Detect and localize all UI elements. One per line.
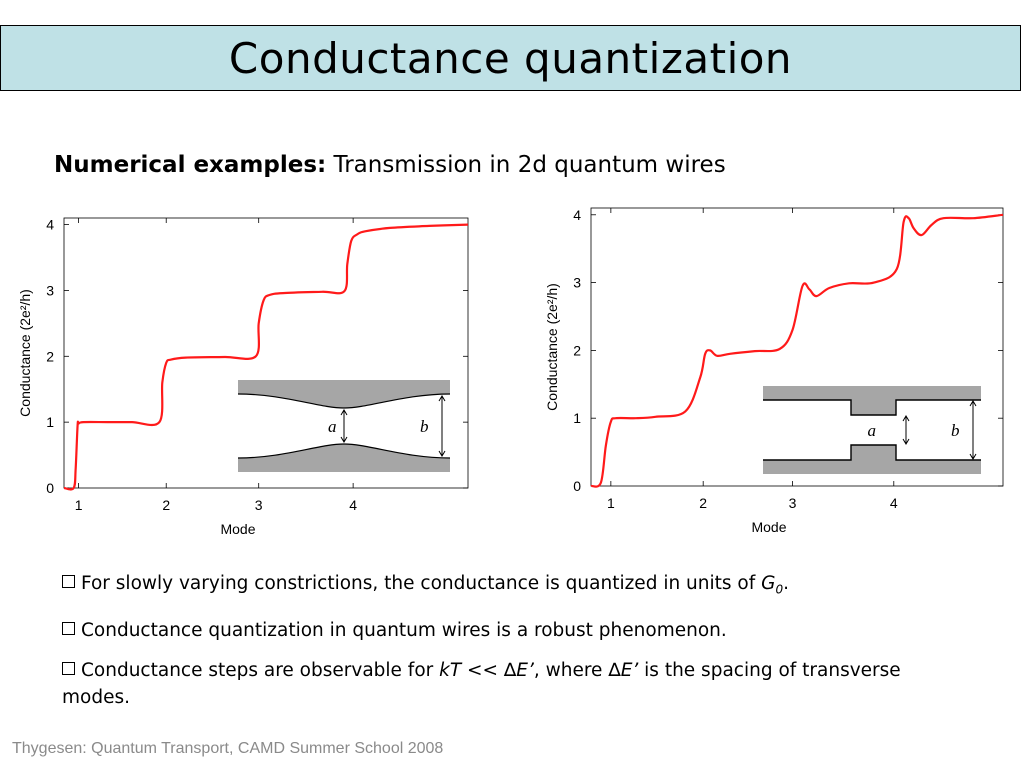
upper-wall-edge bbox=[763, 399, 981, 416]
checkbox-bullet-icon bbox=[62, 621, 75, 635]
arrow-head bbox=[438, 450, 446, 457]
label-a: a bbox=[868, 421, 877, 440]
y-tick-label: 3 bbox=[46, 282, 54, 298]
arrow-head bbox=[438, 395, 446, 402]
upper-wall bbox=[763, 386, 981, 415]
footer-credit: Thygesen: Quantum Transport, CAMD Summer… bbox=[12, 740, 444, 757]
checkbox-bullet-icon bbox=[62, 575, 75, 588]
x-tick-label: 1 bbox=[607, 495, 615, 511]
y-axis-label: Conductance (2e²/h) bbox=[544, 283, 560, 411]
bullet-2: Conductance quantization in quantum wire… bbox=[62, 617, 962, 644]
y-tick-label: 0 bbox=[573, 478, 581, 494]
subtitle-rest: Transmission in 2d quantum wires bbox=[326, 152, 726, 178]
upper-wall bbox=[238, 380, 450, 408]
y-tick-label: 3 bbox=[573, 275, 581, 291]
bullet-subscript: 0 bbox=[775, 582, 784, 597]
upper-wall-edge bbox=[237, 393, 451, 409]
slide-title: Conductance quantization bbox=[228, 33, 793, 83]
bullet-1: For slowly varying constrictions, the co… bbox=[62, 570, 962, 604]
y-tick-label: 1 bbox=[46, 414, 54, 430]
bullet-math: G bbox=[761, 573, 776, 594]
x-tick-label: 4 bbox=[890, 495, 898, 511]
x-tick-label: 3 bbox=[789, 495, 797, 511]
lower-wall bbox=[238, 444, 450, 472]
bullet-text: , where ∆ bbox=[533, 659, 621, 681]
bullet-text: . bbox=[783, 573, 790, 594]
arrow-head bbox=[340, 436, 348, 443]
conductance-series-line bbox=[63, 223, 469, 491]
bullet-text: is the spacing of transverse modes. bbox=[62, 659, 901, 708]
bullet-text: Conductance steps are observable for bbox=[81, 659, 440, 681]
lower-wall bbox=[763, 445, 981, 474]
y-tick-label: 4 bbox=[46, 217, 54, 233]
y-tick-label: 1 bbox=[573, 410, 581, 426]
y-axis-label: Conductance (2e²/h) bbox=[17, 289, 33, 417]
bullet-math: E’ bbox=[516, 659, 534, 681]
arrow-head bbox=[969, 400, 977, 407]
x-tick-label: 2 bbox=[699, 495, 707, 511]
x-axis-label: Mode bbox=[220, 521, 255, 537]
x-tick-label: 1 bbox=[75, 497, 83, 513]
label-b: b bbox=[420, 417, 429, 436]
plot-frame bbox=[590, 207, 1004, 487]
y-tick-label: 4 bbox=[573, 207, 581, 223]
bullet-math: kT bbox=[439, 659, 462, 681]
subtitle: Numerical examples: Transmission in 2d q… bbox=[54, 152, 726, 178]
title-bar: Conductance quantization bbox=[0, 25, 1021, 91]
bullet-math: E’ bbox=[620, 659, 639, 681]
lower-wall-edge bbox=[237, 443, 451, 459]
arrow-head bbox=[969, 453, 977, 460]
bullet-text: << ∆ bbox=[461, 659, 517, 681]
y-tick-label: 2 bbox=[46, 348, 54, 364]
x-axis-label: Mode bbox=[751, 519, 786, 535]
x-tick-label: 2 bbox=[162, 497, 170, 513]
bullet-list: For slowly varying constrictions, the co… bbox=[62, 570, 962, 724]
arrow-head bbox=[902, 415, 910, 422]
bullet-3: Conductance steps are observable for kT … bbox=[62, 657, 962, 711]
subtitle-bold: Numerical examples: bbox=[54, 152, 327, 178]
x-tick-label: 4 bbox=[349, 497, 357, 513]
conductance-series-line bbox=[590, 213, 1004, 488]
checkbox-bullet-icon bbox=[62, 661, 75, 675]
y-tick-label: 2 bbox=[573, 342, 581, 358]
bullet-text: For slowly varying constrictions, the co… bbox=[81, 573, 762, 594]
plot-frame bbox=[63, 217, 469, 489]
arrow-head bbox=[902, 438, 910, 445]
bullet-text: Conductance quantization in quantum wire… bbox=[81, 619, 727, 641]
label-b: b bbox=[951, 421, 960, 440]
lower-wall-edge bbox=[763, 444, 981, 461]
arrow-head bbox=[340, 409, 348, 416]
label-a: a bbox=[328, 417, 337, 436]
x-tick-label: 3 bbox=[255, 497, 263, 513]
y-tick-label: 0 bbox=[46, 480, 54, 496]
